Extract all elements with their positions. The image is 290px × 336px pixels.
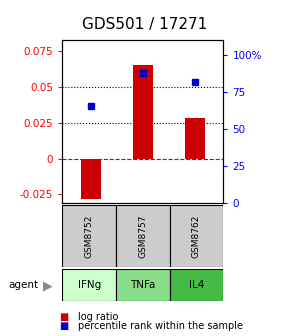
Text: GSM8762: GSM8762: [192, 214, 201, 258]
Text: ■: ■: [59, 311, 69, 322]
Bar: [62, 205, 116, 267]
Text: IFNg: IFNg: [77, 280, 101, 290]
Bar: [62, 269, 116, 301]
Text: IL4: IL4: [189, 280, 204, 290]
Text: ■: ■: [59, 321, 69, 331]
Text: TNFa: TNFa: [130, 280, 155, 290]
Bar: [185, 118, 205, 159]
Bar: [81, 159, 101, 199]
Bar: [170, 205, 223, 267]
Text: GSM8757: GSM8757: [138, 214, 147, 258]
Text: agent: agent: [9, 280, 39, 290]
Text: GSM8752: GSM8752: [85, 214, 94, 258]
Bar: [116, 205, 170, 267]
Text: log ratio: log ratio: [78, 311, 119, 322]
Bar: [133, 66, 153, 159]
Text: percentile rank within the sample: percentile rank within the sample: [78, 321, 243, 331]
Bar: [116, 269, 170, 301]
Text: ▶: ▶: [43, 279, 52, 292]
Text: GDS501 / 17271: GDS501 / 17271: [82, 17, 208, 32]
Bar: [170, 269, 223, 301]
